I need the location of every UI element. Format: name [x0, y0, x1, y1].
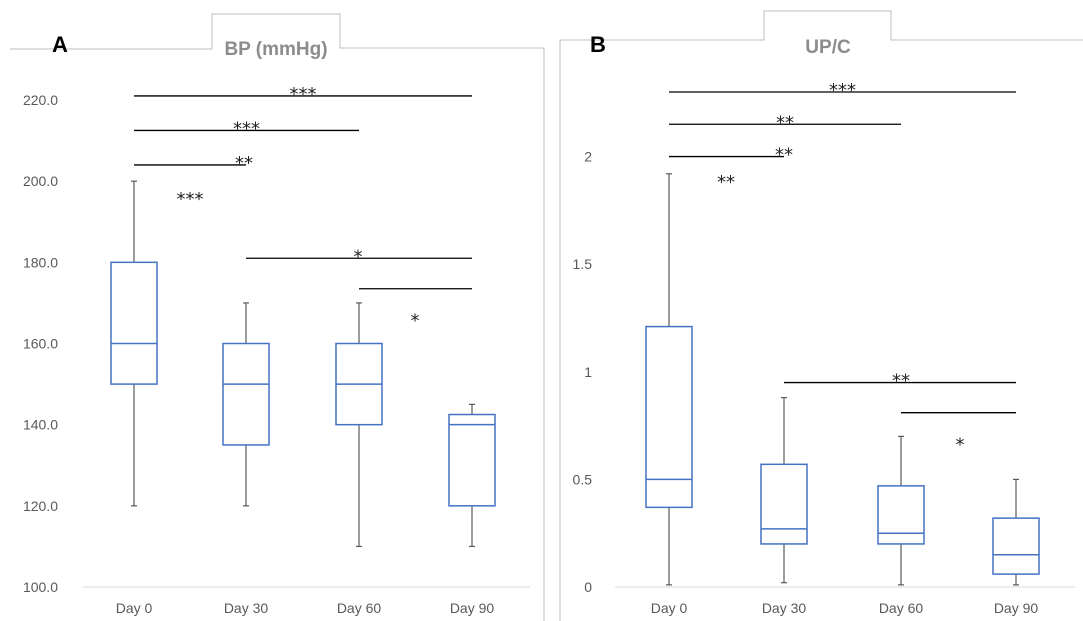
box-day-30	[222, 302, 270, 507]
x-category-label: Day 90	[994, 600, 1039, 616]
significance-label: ***	[177, 189, 204, 210]
y-tick-label: 140.0	[23, 417, 58, 433]
significance-label: *	[956, 435, 965, 456]
y-tick-label: 100.0	[23, 579, 58, 595]
y-tick-label: 180.0	[23, 254, 58, 270]
significance-label: **	[776, 112, 794, 133]
x-category-label: Day 60	[879, 600, 924, 616]
chart-title: BP (mmHg)	[224, 39, 327, 60]
y-tick-label: 160.0	[23, 336, 58, 352]
y-tick-label: 0.5	[573, 471, 593, 487]
y-tick-label: 220.0	[23, 92, 58, 108]
iqr-box	[645, 325, 693, 509]
x-category-label: Day 30	[224, 600, 269, 616]
box-day-90	[992, 478, 1040, 586]
x-category-label: Day 90	[450, 600, 495, 616]
significance-label: ***	[829, 80, 856, 101]
iqr-box	[760, 463, 808, 545]
significance-label: **	[717, 172, 735, 193]
significance-label: ***	[233, 118, 260, 139]
box-day-60	[335, 302, 383, 548]
box-day-60	[877, 435, 925, 586]
x-category-label: Day 0	[651, 600, 688, 616]
significance-label: **	[235, 153, 253, 174]
significance-label: **	[892, 371, 910, 392]
y-tick-label: 200.0	[23, 173, 58, 189]
panel-frame	[10, 13, 545, 621]
x-category-label: Day 0	[116, 600, 153, 616]
box-day-0	[110, 180, 158, 507]
box-day-30	[760, 397, 808, 584]
iqr-box	[110, 261, 158, 385]
y-tick-label: 1	[584, 364, 592, 380]
significance-label: ***	[290, 84, 317, 105]
significance-label: **	[775, 145, 793, 166]
y-tick-label: 0	[584, 579, 592, 595]
panel-frame	[560, 10, 1083, 41]
box-day-0	[645, 173, 693, 586]
iqr-box	[222, 342, 270, 446]
y-tick-label: 1.5	[573, 256, 593, 272]
x-category-label: Day 30	[762, 600, 807, 616]
iqr-box	[448, 413, 496, 507]
panel-letter: B	[590, 32, 606, 57]
box-day-90	[448, 403, 496, 548]
y-tick-label: 120.0	[23, 498, 58, 514]
x-category-label: Day 60	[337, 600, 382, 616]
y-tick-label: 2	[584, 149, 592, 165]
significance-label: *	[354, 246, 363, 267]
panel-letter: A	[52, 32, 68, 57]
significance-label: *	[411, 311, 420, 332]
iqr-box	[877, 485, 925, 545]
iqr-box	[992, 517, 1040, 575]
chart-title: UP/C	[805, 37, 851, 58]
panel-a: A BP (mmHg) 100.0 120.0 140.0 160.0 180.0 200.0…	[10, 13, 545, 621]
